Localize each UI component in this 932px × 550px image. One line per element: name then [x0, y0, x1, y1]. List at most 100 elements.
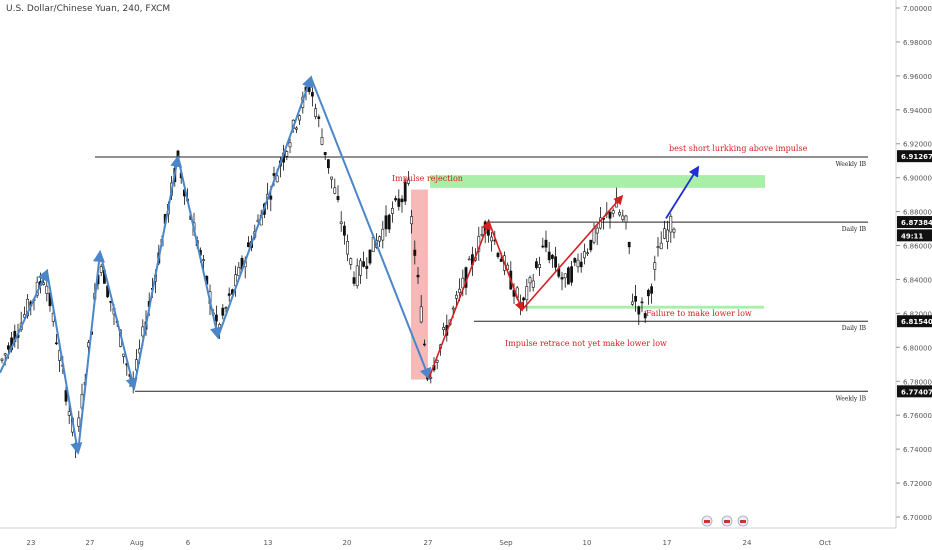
- candle-body: [7, 345, 10, 350]
- candle-body: [410, 216, 414, 225]
- candle-body: [538, 264, 542, 268]
- candle-body: [528, 277, 532, 284]
- candle-body: [659, 242, 663, 250]
- candle-body: [294, 127, 298, 130]
- x-tick-label: Oct: [819, 539, 831, 547]
- x-tick-label: 13: [264, 539, 273, 547]
- level-label: Weekly IB: [836, 395, 867, 402]
- candle-body: [224, 307, 228, 309]
- candle-body: [330, 176, 334, 180]
- candle-body: [221, 307, 225, 316]
- candle-body: [454, 294, 458, 299]
- candle-body: [406, 179, 410, 184]
- event-flag-icon: [724, 520, 730, 523]
- candle-body: [77, 417, 81, 427]
- x-tick-label: 27: [424, 539, 433, 547]
- impulse-rejection-zone: [411, 189, 428, 380]
- y-tick-label: 6.98000: [903, 39, 932, 47]
- candle-body: [99, 266, 103, 273]
- candle-body: [384, 215, 388, 230]
- x-tick-label: 23: [27, 539, 36, 547]
- candle-body: [365, 265, 369, 269]
- candle-body: [403, 181, 407, 202]
- candle-body: [413, 249, 417, 256]
- y-tick-label: 6.80000: [903, 344, 932, 352]
- candle-body: [358, 260, 362, 276]
- candle-body: [275, 175, 279, 183]
- candle-body: [64, 390, 68, 402]
- candle-body: [490, 236, 494, 242]
- y-tick-label: 6.74000: [903, 446, 932, 454]
- candle-body: [531, 280, 535, 288]
- forecast-arrow: [665, 165, 700, 219]
- price-tag: [897, 315, 932, 328]
- candle-body: [307, 86, 311, 92]
- candle-body: [640, 301, 644, 304]
- candle-body: [554, 256, 558, 268]
- price-tag-label: 6.77407: [901, 388, 932, 396]
- candle-body: [451, 307, 455, 310]
- event-flag-icon: [740, 520, 746, 523]
- candle-body: [362, 261, 366, 267]
- y-tick-label: 6.76000: [903, 412, 932, 420]
- x-tick-label: 20: [343, 539, 352, 547]
- wave-segment: [177, 157, 222, 340]
- candle-body: [176, 150, 180, 158]
- candle-body: [269, 195, 273, 200]
- candle-body: [288, 142, 292, 148]
- candle-body: [579, 261, 583, 268]
- candle-body: [496, 252, 500, 257]
- candle-body: [422, 343, 426, 346]
- price-tag-label: 6.87384: [901, 219, 932, 227]
- price-tag: [897, 150, 932, 163]
- support-zone: [522, 305, 764, 309]
- price-tag: [897, 216, 932, 229]
- candle-body: [656, 246, 660, 248]
- candle-body: [285, 151, 289, 157]
- candle-body: [630, 301, 634, 305]
- candle-body: [336, 195, 340, 200]
- candle-body: [54, 342, 58, 345]
- candle-body: [643, 313, 647, 319]
- candle-body: [3, 353, 7, 356]
- candle-body: [563, 273, 567, 279]
- impulse-arrow: [488, 221, 524, 312]
- candle-body: [314, 108, 318, 117]
- impulse-arrow: [428, 219, 491, 379]
- candles: [0, 77, 676, 459]
- candle-body: [394, 198, 398, 201]
- candle-body: [586, 252, 590, 255]
- candle-body: [215, 314, 218, 322]
- candle-body: [467, 258, 471, 261]
- candle-body: [672, 228, 676, 233]
- candle-body: [0, 358, 4, 361]
- candle-body: [650, 286, 654, 294]
- candle-body: [666, 229, 670, 242]
- candle-body: [582, 251, 586, 259]
- x-tick-label: 10: [583, 539, 592, 547]
- candle-body: [317, 116, 321, 119]
- resistance-zone: [430, 175, 765, 188]
- y-tick-label: 6.94000: [903, 107, 932, 115]
- y-tick-label: 6.70000: [903, 514, 932, 522]
- x-tick-label: 27: [86, 539, 95, 547]
- candle-body: [550, 254, 554, 259]
- candle-body: [45, 285, 49, 294]
- candle-body: [378, 236, 382, 242]
- price-tag: [897, 229, 932, 242]
- candle-body: [541, 245, 545, 248]
- candle-body: [480, 233, 484, 236]
- chart-title: U.S. Dollar/Chinese Yuan, 240, FXCM: [6, 4, 171, 14]
- candle-body: [534, 261, 538, 268]
- price-tag: [897, 385, 932, 398]
- candle-body: [566, 267, 570, 285]
- wave-segment: [217, 75, 314, 338]
- candle-body: [634, 296, 638, 302]
- candle-body: [595, 227, 599, 234]
- candle-body: [237, 267, 241, 277]
- candle-body: [326, 159, 330, 169]
- candle-body: [227, 293, 231, 296]
- candle-body: [499, 258, 503, 262]
- y-tick-label: 6.90000: [903, 175, 932, 183]
